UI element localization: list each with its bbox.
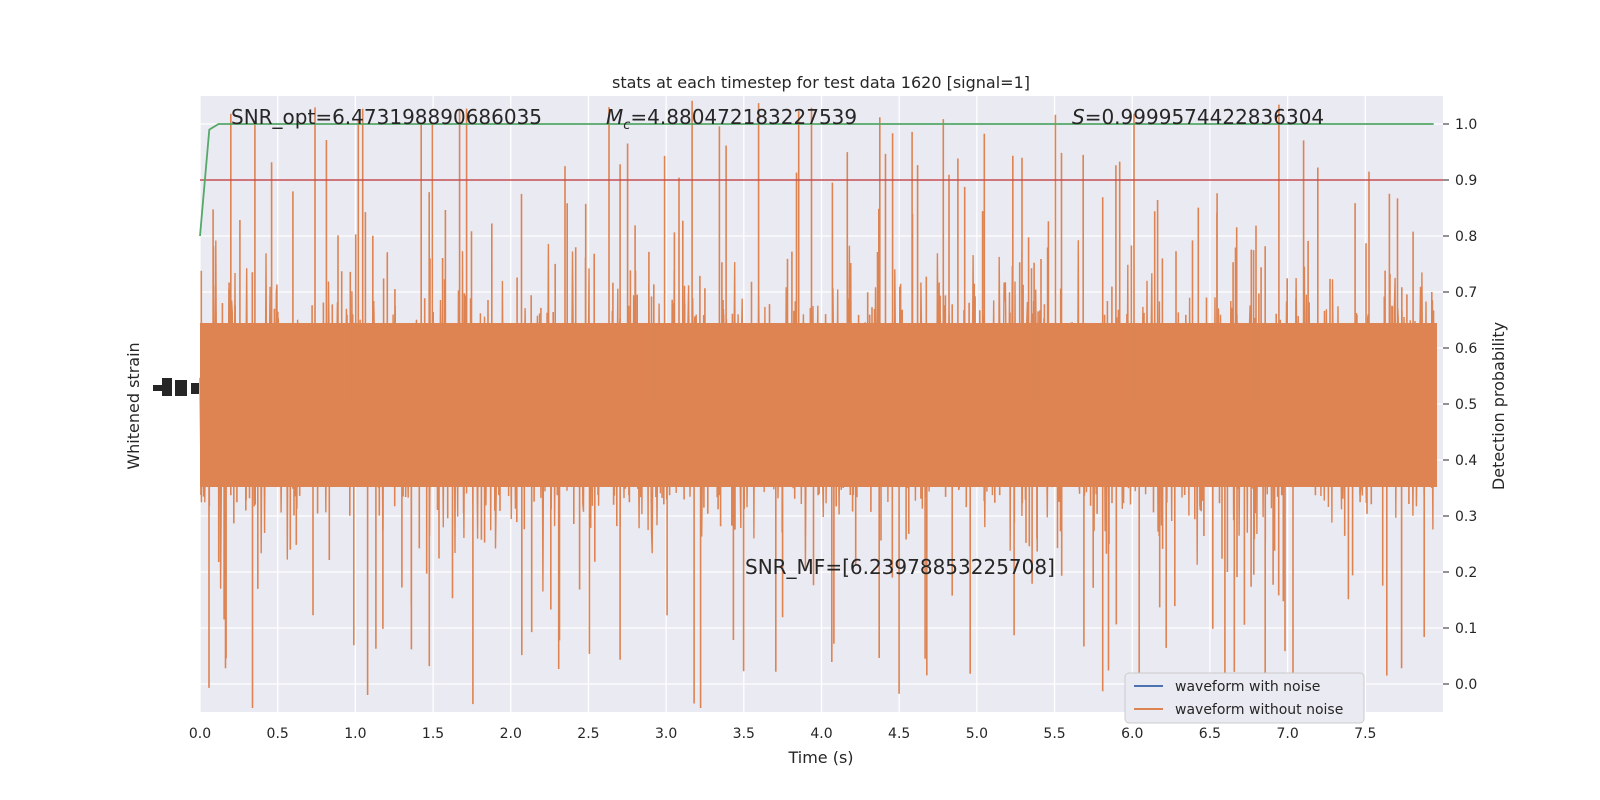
y-tick-label: 0.9 [1455,173,1477,189]
y-tick-label: 0.7 [1455,285,1477,301]
x-tick-label: 5.0 [966,726,988,742]
left-axis-tick-cluster [153,378,199,396]
legend-box [1124,672,1365,724]
legend-label-without-noise: waveform without noise [1175,702,1343,718]
x-tick-label: 6.5 [1199,726,1221,742]
annotation-snr-mf: SNR_MF=[6.239788532257​08] [745,555,1055,579]
x-tick-label: 4.5 [888,726,910,742]
whitened-strain-signal [199,100,1437,708]
x-tick-label: 0.5 [267,726,289,742]
x-tick-label: 5.5 [1043,726,1065,742]
legend: waveform with noise waveform without noi… [1124,672,1365,724]
x-tick-label: 3.5 [733,726,755,742]
y-tick-label: 0.0 [1455,677,1477,693]
y-tick-label: 0.3 [1455,509,1477,525]
x-tick-label: 4.0 [810,726,832,742]
y-tick-label: 0.8 [1455,229,1477,245]
annotation-snr-opt: SNR_opt=6.473198890686035 [231,105,542,129]
x-tick-label: 0.0 [189,726,211,742]
chirp-mass-subscript: c [623,118,630,133]
x-tick-label: 3.0 [655,726,677,742]
series-spikes [200,100,1434,708]
y-tick-label: 0.1 [1455,621,1477,637]
detection-probability-line [199,123,1434,237]
x-tick-label: 2.5 [577,726,599,742]
x-tick-label: 1.0 [344,726,366,742]
x-tick-label: 7.5 [1354,726,1376,742]
detection-overlay [199,123,1443,237]
right-y-axis-label: Detection probability [1489,322,1508,490]
chart-title: stats at each timestep for test data 162… [612,73,1030,92]
y-tick-label: 0.5 [1455,397,1477,413]
annotation-s: S=0.9999574422836304 [1072,105,1324,129]
x-axis-ticks: 0.0 0.5 1.0 1.5 2.0 2.5 3.0 3.5 4.0 4.5 5.0 5.5 6.0 6… [189,726,1377,742]
y-tick-label: 0.4 [1455,453,1477,469]
x-tick-label: 6.0 [1121,726,1143,742]
x-tick-label: 2.0 [500,726,522,742]
s-value: =0.9999574422836304 [1085,105,1324,129]
x-tick-label: 1.5 [422,726,444,742]
chirp-mass-value: =4.880472183227539 [630,105,857,129]
left-y-axis-label: Whitened strain [124,342,143,469]
legend-label-with-noise: waveform with noise [1175,679,1320,695]
s-symbol: S [1072,105,1085,129]
annotation-chirp-mass: Mc=4.880472183227539 [606,105,857,133]
y-tick-label: 0.6 [1455,341,1477,357]
chirp-mass-symbol: M [606,105,623,129]
right-y-axis-ticks: 0.0 0.1 0.2 0.3 0.4 0.5 0.6 0.7 0.8 0.9 1.0 [1443,117,1477,693]
x-tick-label: 7.0 [1276,726,1298,742]
x-axis-label: Time (s) [787,748,853,767]
y-tick-label: 1.0 [1455,117,1477,133]
y-tick-label: 0.2 [1455,565,1477,581]
